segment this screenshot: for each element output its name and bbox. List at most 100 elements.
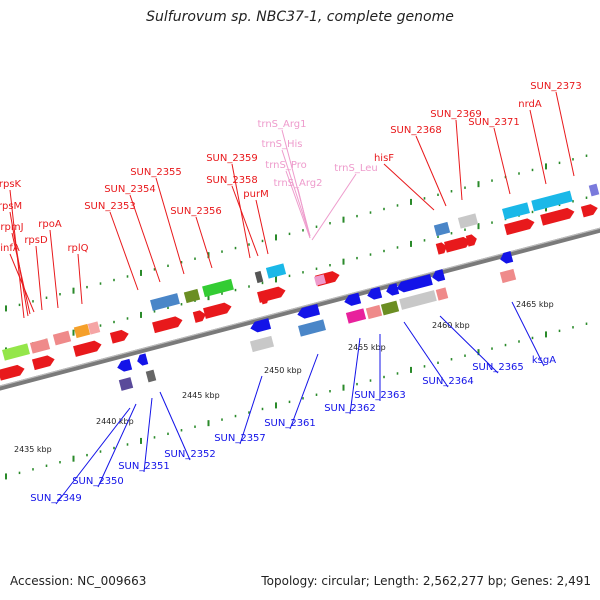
forward-box-5-shape [87, 321, 101, 335]
reverse-box-8-shape [399, 290, 437, 310]
reverse-box-9 [435, 287, 449, 301]
label-trns_leu: trnS_Leu [334, 163, 377, 174]
label-purm: purM [243, 189, 268, 200]
forward-box-11 [433, 221, 451, 237]
forward-gene-1 [0, 364, 25, 381]
forward-box-5 [87, 321, 101, 335]
forward-gene-11-shape [580, 204, 598, 218]
label-sun_2362: SUN_2362 [324, 403, 376, 414]
reverse-gene-9-shape [432, 269, 446, 282]
label-infa: infA [0, 243, 20, 254]
forward-gene-15 [435, 242, 447, 255]
forward-gene-8-shape [444, 236, 471, 253]
forward-box-6-shape [150, 293, 180, 311]
forward-gene-10 [540, 207, 575, 226]
forward-box-2 [29, 338, 51, 354]
forward-gene-12 [109, 329, 129, 344]
reverse-box-2-shape [145, 369, 157, 383]
reverse-box-9-shape [435, 287, 449, 301]
reverse-gene-4-shape [297, 303, 321, 319]
forward-box-8 [202, 278, 234, 298]
forward-box-11-shape [433, 221, 451, 237]
label-rpmj-connector [11, 232, 31, 315]
forward-box-12-shape [457, 213, 479, 229]
forward-box-10 [265, 263, 287, 279]
label-trns_pro-connector [285, 170, 311, 239]
forward-gene-15-shape [435, 242, 447, 255]
scale-label: 2435 kbp [14, 445, 52, 454]
forward-box-3 [52, 330, 72, 346]
forward-box-4-shape [73, 323, 91, 339]
label-sun_2353-connector [109, 211, 139, 291]
reverse-gene-3-shape [250, 318, 272, 333]
forward-gene-8 [444, 236, 471, 253]
label-hisf: hisF [374, 153, 394, 164]
label-sun_2350: SUN_2350 [72, 476, 124, 487]
label-sun_2368: SUN_2368 [390, 125, 442, 136]
forward-gene-10-shape [540, 207, 575, 226]
trna-gene [314, 274, 326, 286]
forward-gene-4 [152, 316, 183, 334]
forward-box-10-shape [265, 263, 287, 279]
forward-gene-16 [465, 234, 477, 247]
forward-gene-3 [73, 340, 102, 357]
label-sun_2355: SUN_2355 [130, 167, 182, 178]
forward-gene-9 [504, 218, 535, 236]
label-sun_2371-connector [493, 127, 511, 195]
reverse-gene-8 [396, 274, 433, 293]
forward-gene-11 [580, 204, 598, 218]
forward-box-9-shape [254, 270, 264, 284]
forward-box-15-shape [588, 183, 600, 197]
label-sun_2359-connector [231, 163, 251, 259]
forward-gene-2 [31, 355, 55, 371]
label-trns_arg2: trnS_Arg2 [273, 178, 322, 189]
scale-label: 2455 kbp [348, 343, 386, 352]
reverse-gene-6-shape [367, 286, 383, 300]
label-sun_2351-connector [143, 397, 153, 473]
label-rpoa-connector [49, 229, 59, 309]
forward-gene-12-shape [109, 329, 129, 344]
scale-label: 2450 kbp [264, 366, 302, 375]
forward-box-12 [457, 213, 479, 229]
label-sun_2364-connector [403, 321, 449, 388]
reverse-box-4 [298, 319, 326, 337]
reverse-gene-4 [297, 303, 321, 319]
reverse-box-1 [118, 377, 134, 391]
label-sun_2365: SUN_2365 [472, 362, 524, 373]
label-hisf-connector [383, 163, 435, 211]
forward-gene-14-shape [259, 292, 269, 305]
label-ksga: ksgA [532, 355, 556, 366]
forward-box-13 [502, 202, 530, 220]
forward-box-6 [150, 293, 180, 311]
reverse-box-7 [380, 300, 400, 316]
forward-box-2-shape [29, 338, 51, 354]
label-trns_arg2-connector [297, 188, 311, 239]
label-sun_2357-connector [239, 375, 263, 445]
label-nrda-connector [529, 109, 547, 185]
reverse-gene-3 [250, 318, 272, 333]
forward-box-1 [2, 343, 30, 361]
forward-box-9 [254, 270, 264, 284]
reverse-box-7-shape [380, 300, 400, 316]
label-sun_2350-connector [97, 403, 137, 488]
label-rpsm: rpsM [0, 201, 22, 212]
label-trns_leu-connector [311, 173, 357, 241]
forward-gene-1-shape [0, 364, 25, 381]
reverse-gene-5 [344, 292, 362, 306]
forward-box-13-shape [502, 202, 530, 220]
reverse-gene-2 [137, 353, 149, 366]
reverse-box-5 [345, 308, 367, 324]
label-sun_2373-connector [555, 91, 575, 177]
reverse-box-4-shape [298, 319, 326, 337]
forward-gene-5 [203, 302, 232, 319]
label-rpsd: rpsD [24, 235, 48, 246]
label-infa-connector [9, 253, 35, 313]
label-sun_2358-connector [231, 185, 259, 257]
label-sun_2351: SUN_2351 [118, 461, 170, 472]
label-rpsd-connector [35, 245, 43, 311]
label-sun_2355-connector [155, 177, 185, 275]
reverse-gene-5-shape [344, 292, 362, 306]
label-trns_arg1: trnS_Arg1 [257, 119, 306, 130]
reverse-gene-7-shape [386, 283, 400, 296]
